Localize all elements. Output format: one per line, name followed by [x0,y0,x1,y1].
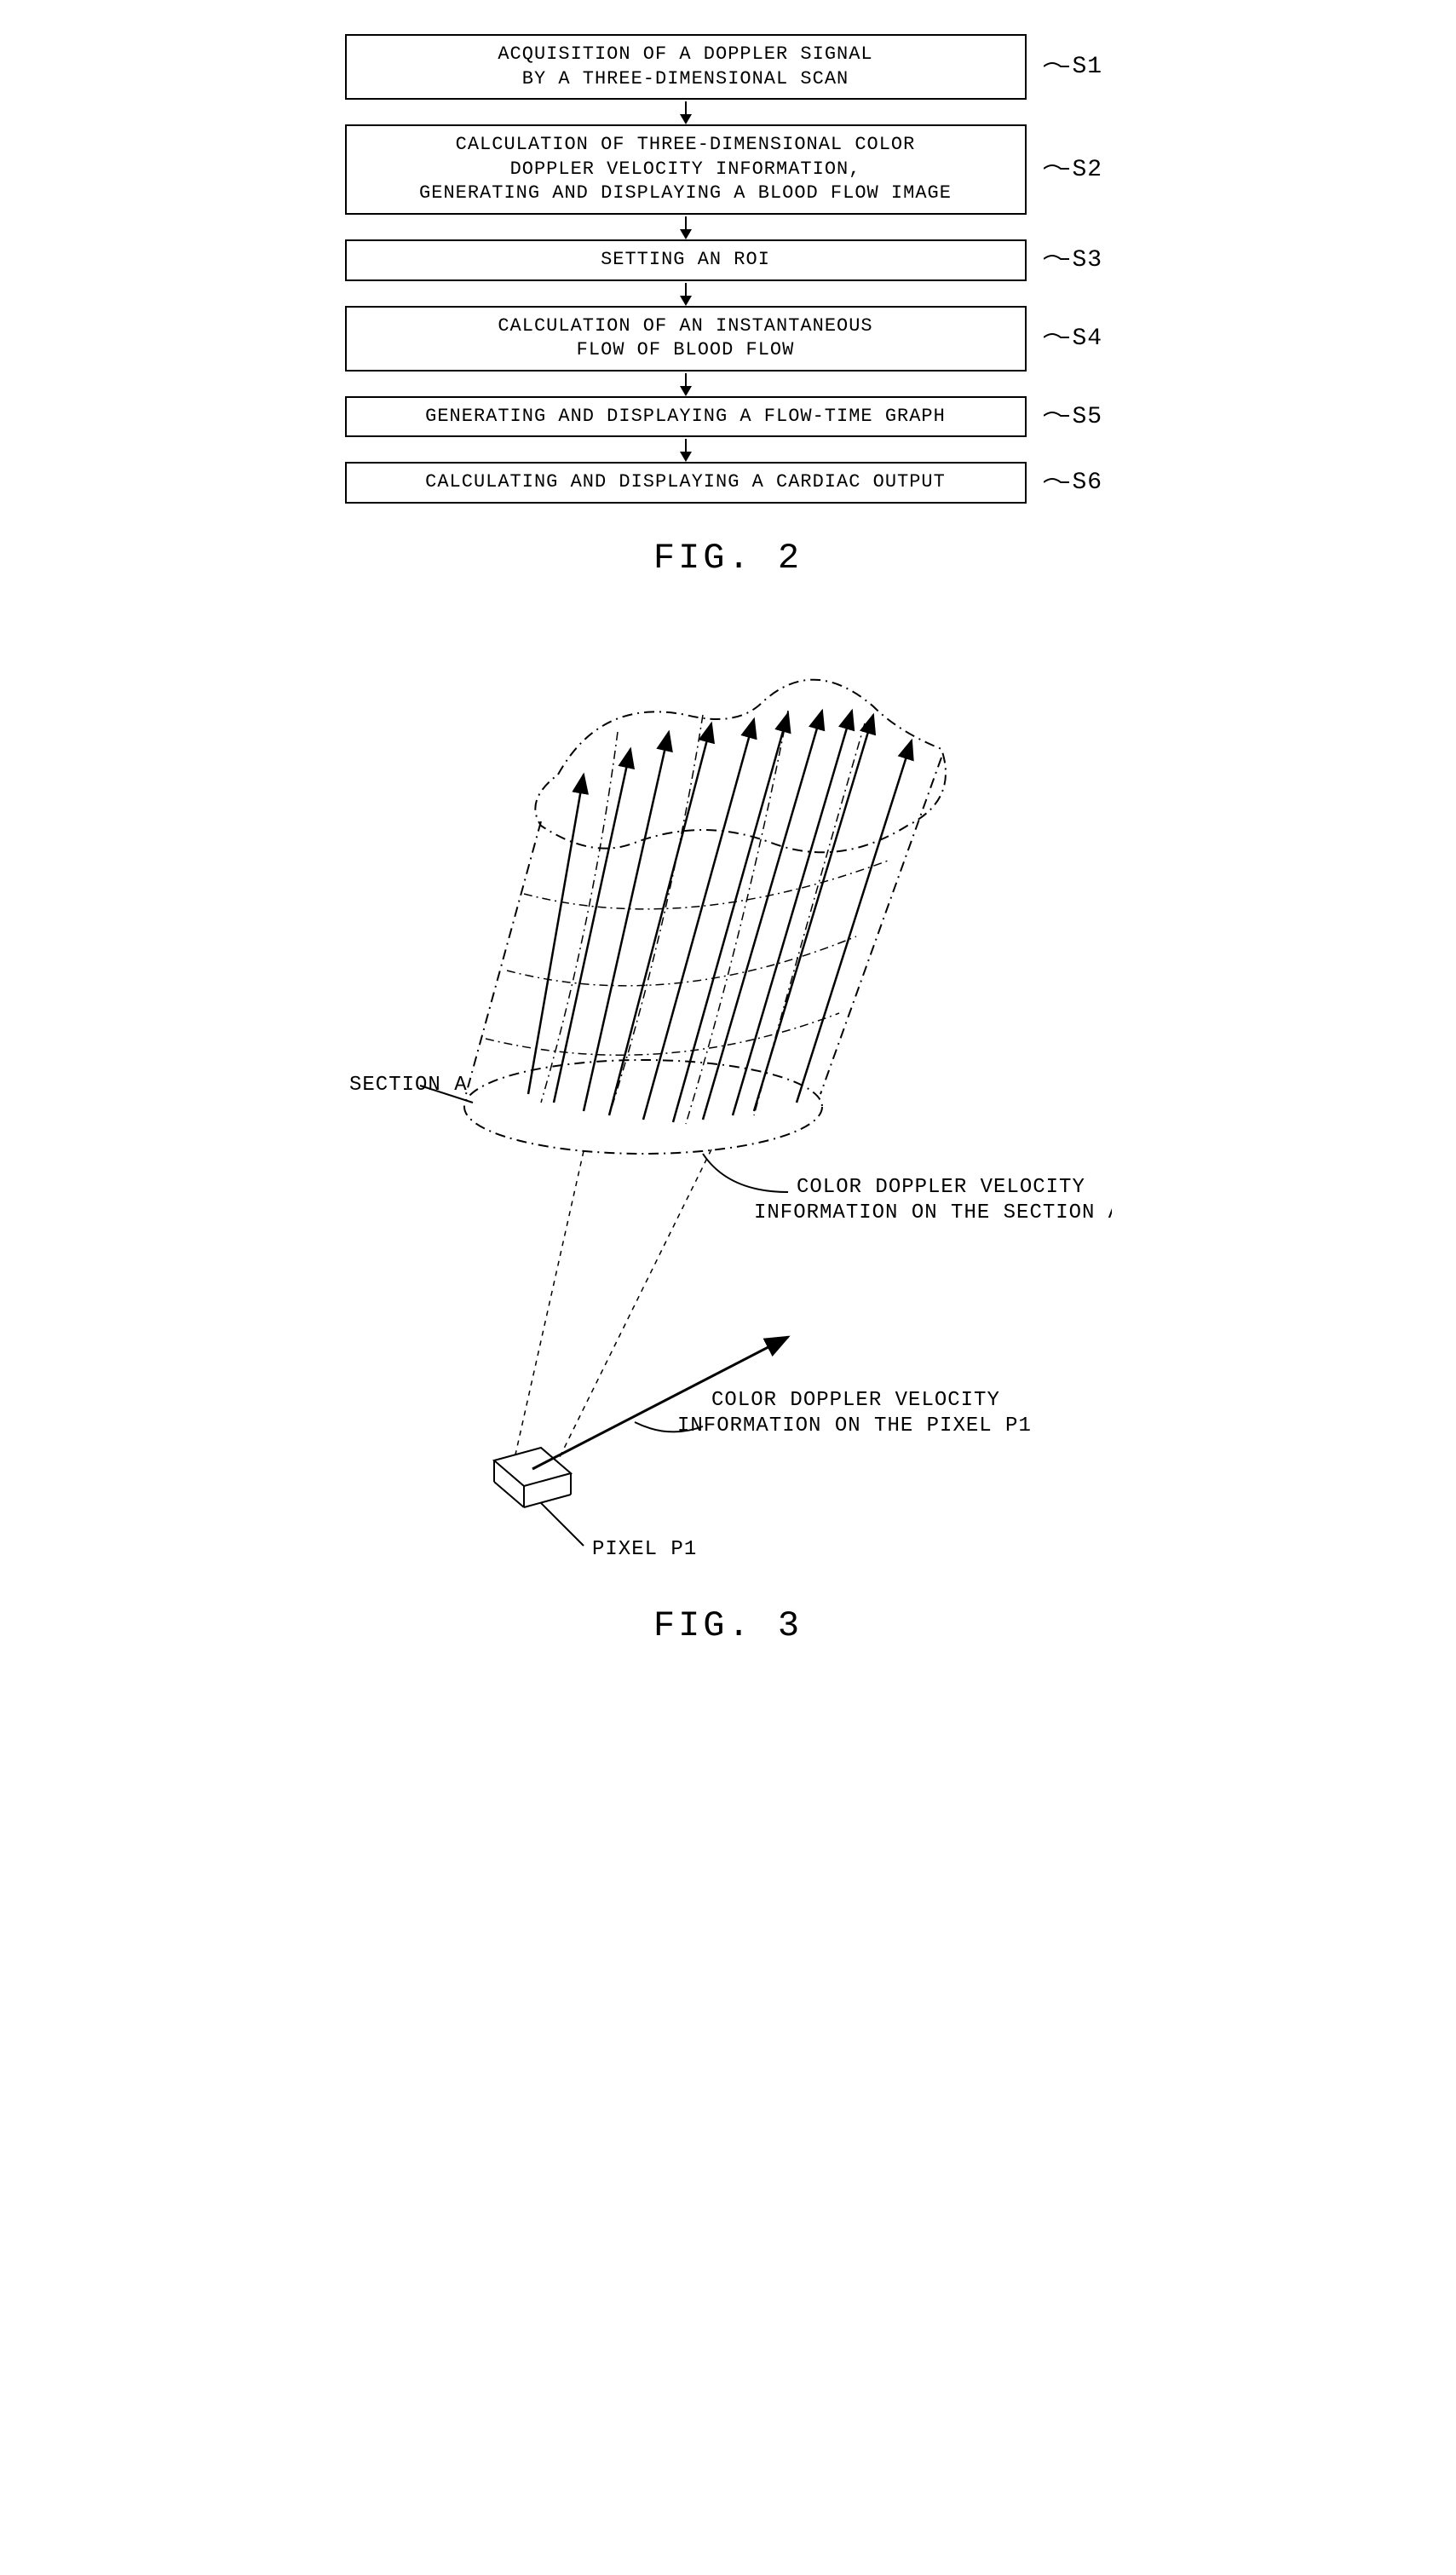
flowchart-step-row: GENERATING AND DISPLAYING A FLOW-TIME GR… [345,396,1112,438]
arrow-down-icon [685,373,687,395]
flowchart-step-box: ACQUISITION OF A DOPPLER SIGNALBY A THRE… [345,34,1027,100]
flowchart-step-row: CALCULATION OF THREE-DIMENSIONAL COLORDO… [345,124,1112,215]
figure-2-label: FIG. 2 [653,538,803,579]
flowchart-fig2: ACQUISITION OF A DOPPLER SIGNALBY A THRE… [345,34,1112,504]
pixel-annotation: COLOR DOPPLER VELOCITY INFORMATION ON TH… [677,1389,1032,1437]
flowchart-step-row: ACQUISITION OF A DOPPLER SIGNALBY A THRE… [345,34,1112,100]
section-a-label: SECTION A [349,1074,468,1097]
flowchart-step-row: CALCULATING AND DISPLAYING A CARDIAC OUT… [345,462,1112,504]
arrow-down-icon [685,216,687,238]
figure-3-label: FIG. 3 [653,1605,803,1646]
flowchart-step-box: CALCULATING AND DISPLAYING A CARDIAC OUT… [345,462,1027,504]
flowchart-step-box: CALCULATION OF THREE-DIMENSIONAL COLORDO… [345,124,1027,215]
flowchart-step-label: S6 [1044,469,1103,496]
flowchart-step-label: S4 [1044,325,1103,352]
diagram-fig3: SECTION A COLOR DOPPLER VELOCITY INFORMA… [345,630,1112,1571]
flowchart-step-box: GENERATING AND DISPLAYING A FLOW-TIME GR… [345,396,1027,438]
flowchart-step-box: CALCULATION OF AN INSTANTANEOUSFLOW OF B… [345,306,1027,372]
arrow-down-icon [685,283,687,304]
flowchart-step-row: SETTING AN ROI S3 [345,239,1112,281]
flowchart-step-row: CALCULATION OF AN INSTANTANEOUSFLOW OF B… [345,306,1112,372]
arrow-down-icon [685,101,687,123]
flowchart-step-label: S3 [1044,247,1103,274]
flowchart-step-label: S1 [1044,54,1103,80]
diagram-svg: SECTION A COLOR DOPPLER VELOCITY INFORMA… [345,630,1112,1567]
flowchart-step-box: SETTING AN ROI [345,239,1027,281]
arrow-down-icon [685,439,687,460]
pixel-p1-label: PIXEL P1 [592,1538,697,1561]
flowchart-step-label: S5 [1044,404,1103,430]
flowchart-step-label: S2 [1044,157,1103,183]
section-annotation: COLOR DOPPLER VELOCITY INFORMATION ON TH… [754,1176,1112,1224]
